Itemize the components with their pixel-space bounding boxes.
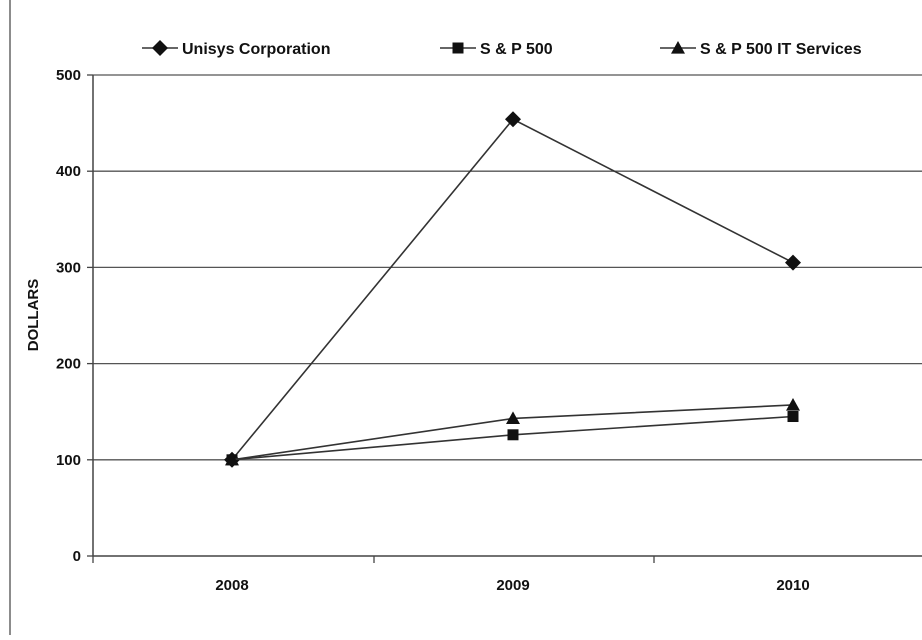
x-tick-label-2009: 2009 xyxy=(496,577,529,594)
data-point-s-p-500-2010 xyxy=(787,411,799,423)
data-point-s-p-500-it-services-2010 xyxy=(786,397,800,411)
legend-label-unisys-corporation: Unisys Corporation xyxy=(182,41,330,58)
axis-layer: 0 100 200 300 400 500 2008 2009 2010 xyxy=(56,67,922,594)
data-point-s-p-500-it-services-2009 xyxy=(506,411,520,425)
data-point-s-p-500-it-services-2008 xyxy=(225,452,239,466)
data-point-unisys-corporation-2009 xyxy=(505,111,521,128)
y-tick-label-0: 0 xyxy=(73,548,81,565)
data-point-unisys-corporation-2010 xyxy=(785,254,801,271)
y-tick-label-100: 100 xyxy=(56,452,81,469)
y-axis-label: DOLLARS xyxy=(25,279,42,352)
y-tick-label-200: 200 xyxy=(56,356,81,373)
x-tick-label-2010: 2010 xyxy=(776,577,809,594)
series-layer xyxy=(224,111,801,468)
y-tick-label-500: 500 xyxy=(56,67,81,84)
legend-marker-s-p-500-it-services xyxy=(671,41,685,54)
legend-marker-s-p-500 xyxy=(452,42,464,54)
x-tick-label-2008: 2008 xyxy=(215,577,248,594)
legend-label-s-p-500: S & P 500 xyxy=(480,41,553,58)
y-tick-label-400: 400 xyxy=(56,163,81,180)
grid-layer xyxy=(93,74,922,461)
y-tick-label-300: 300 xyxy=(56,259,81,276)
legend-marker-unisys-corporation xyxy=(152,40,168,56)
legend-label-s-p-500-it-services: S & P 500 IT Services xyxy=(700,41,862,58)
legend: Unisys Corporation S & P 500 S & P 500 IT … xyxy=(142,40,862,58)
data-point-s-p-500-2009 xyxy=(507,429,519,441)
